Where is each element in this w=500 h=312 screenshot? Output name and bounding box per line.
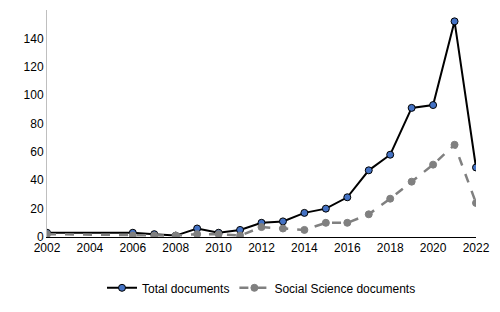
svg-text:120: 120 <box>24 60 44 74</box>
svg-text:100: 100 <box>24 88 44 102</box>
svg-text:2016: 2016 <box>334 241 361 255</box>
svg-text:2020: 2020 <box>420 241 447 255</box>
svg-text:2014: 2014 <box>291 241 318 255</box>
svg-text:Total documents: Total documents <box>142 282 229 296</box>
svg-text:2006: 2006 <box>119 241 146 255</box>
svg-text:2012: 2012 <box>248 241 275 255</box>
svg-text:60: 60 <box>30 145 44 159</box>
svg-text:Social Science documents: Social Science documents <box>274 282 415 296</box>
svg-text:0: 0 <box>37 230 44 244</box>
svg-text:2004: 2004 <box>77 241 104 255</box>
svg-text:2022: 2022 <box>463 241 490 255</box>
svg-text:20: 20 <box>30 202 44 216</box>
svg-text:140: 140 <box>24 32 44 46</box>
svg-text:2008: 2008 <box>162 241 189 255</box>
svg-text:2010: 2010 <box>205 241 232 255</box>
svg-text:40: 40 <box>30 173 44 187</box>
svg-text:2002: 2002 <box>34 241 61 255</box>
svg-text:80: 80 <box>30 117 44 131</box>
svg-text:2018: 2018 <box>377 241 404 255</box>
